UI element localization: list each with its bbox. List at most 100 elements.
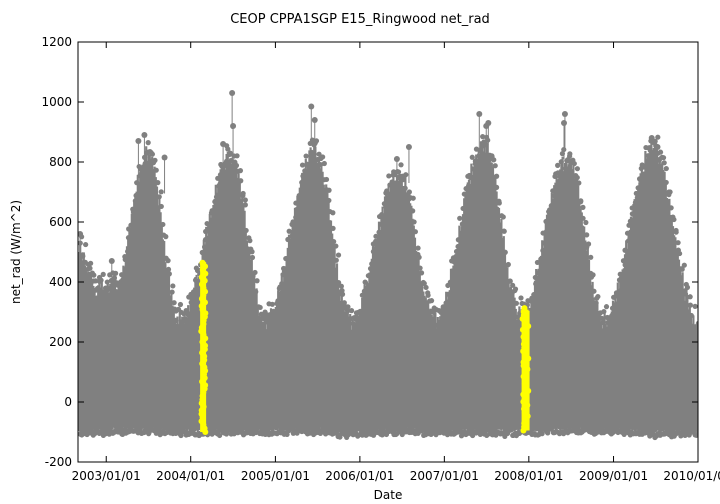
data-point xyxy=(518,295,524,301)
data-point xyxy=(410,208,416,214)
data-point xyxy=(421,280,427,287)
outlier-point xyxy=(654,144,661,150)
data-point xyxy=(335,252,342,258)
data-point xyxy=(496,200,502,206)
data-point xyxy=(345,308,351,314)
data-point xyxy=(675,240,681,246)
y-tick-label: 1200 xyxy=(41,35,72,49)
data-point xyxy=(303,153,309,159)
data-point xyxy=(693,432,698,438)
data-point xyxy=(335,279,342,286)
outlier-point xyxy=(476,111,483,117)
data-point xyxy=(307,430,313,436)
data-point xyxy=(661,160,667,166)
data-point xyxy=(480,134,486,140)
data-point xyxy=(507,278,513,284)
data-point xyxy=(337,434,343,440)
data-point xyxy=(234,153,240,159)
x-tick-label: 2010/01/01 xyxy=(663,469,720,483)
data-point xyxy=(555,162,561,168)
data-point xyxy=(242,202,248,208)
x-tick-label: 2009/01/01 xyxy=(579,469,648,483)
data-point xyxy=(584,232,590,238)
data-point xyxy=(494,173,500,179)
data-point xyxy=(87,265,93,271)
data-point xyxy=(238,178,244,184)
data-point xyxy=(88,260,94,266)
data-point xyxy=(113,270,119,276)
series-net_rad xyxy=(78,90,698,441)
outlier-point xyxy=(220,141,227,147)
y-tick-label: 200 xyxy=(49,335,72,349)
data-point xyxy=(323,176,330,183)
data-point xyxy=(316,151,322,157)
data-point xyxy=(330,225,336,231)
data-point xyxy=(178,432,184,439)
outlier-point xyxy=(393,156,400,162)
data-point xyxy=(679,266,685,272)
highlight-point xyxy=(520,391,527,398)
outlier-point xyxy=(141,132,148,138)
outlier-point xyxy=(308,103,315,110)
data-point xyxy=(145,140,151,146)
data-point xyxy=(492,163,498,169)
data-point xyxy=(155,180,161,186)
data-point xyxy=(595,293,601,300)
y-tick-label: 800 xyxy=(49,155,72,169)
data-point xyxy=(588,254,594,260)
data-point xyxy=(166,271,172,277)
outlier-point xyxy=(230,123,237,129)
data-point xyxy=(500,214,506,220)
data-point xyxy=(668,205,674,211)
data-point xyxy=(585,241,592,247)
data-point xyxy=(457,215,463,221)
data-point xyxy=(491,157,497,163)
data-point xyxy=(386,173,392,179)
data-point xyxy=(158,203,164,210)
data-point xyxy=(331,238,337,245)
plot-frame xyxy=(77,41,699,463)
data-point xyxy=(240,190,246,197)
data-point xyxy=(100,271,106,277)
data-point xyxy=(425,292,431,298)
data-point xyxy=(583,219,589,226)
data-point xyxy=(92,278,99,284)
data-point xyxy=(673,227,679,234)
data-point xyxy=(501,228,507,234)
data-point xyxy=(269,301,275,307)
data-point xyxy=(406,189,412,195)
outlier-point xyxy=(108,258,115,264)
data-point xyxy=(657,149,664,155)
data-point xyxy=(513,300,520,306)
data-point xyxy=(177,301,184,308)
data-point xyxy=(469,154,475,160)
data-point xyxy=(225,146,231,152)
data-point xyxy=(574,166,580,172)
data-point xyxy=(416,254,422,260)
outlier-point xyxy=(485,120,492,126)
data-point xyxy=(299,162,306,168)
data-point xyxy=(423,284,429,291)
outlier-point xyxy=(648,135,655,141)
data-point xyxy=(512,286,519,292)
data-point xyxy=(98,277,104,283)
outlier-point xyxy=(561,111,568,117)
data-point xyxy=(412,229,418,235)
data-point xyxy=(348,308,355,314)
data-point xyxy=(417,265,423,271)
y-axis-label: net_rad (W/m^2) xyxy=(9,199,23,305)
data-point xyxy=(333,243,339,249)
data-point xyxy=(252,269,258,276)
data-point xyxy=(152,157,158,163)
highlight-point xyxy=(521,305,528,312)
data-point xyxy=(667,189,673,195)
outlier-point xyxy=(311,117,318,123)
outlier-point xyxy=(561,120,568,126)
data-point xyxy=(539,431,545,437)
y-tick-label: -200 xyxy=(45,455,72,469)
outlier-point xyxy=(464,264,471,270)
x-tick-label: 2008/01/01 xyxy=(494,469,563,483)
data-point xyxy=(163,234,169,240)
data-point xyxy=(156,194,162,200)
